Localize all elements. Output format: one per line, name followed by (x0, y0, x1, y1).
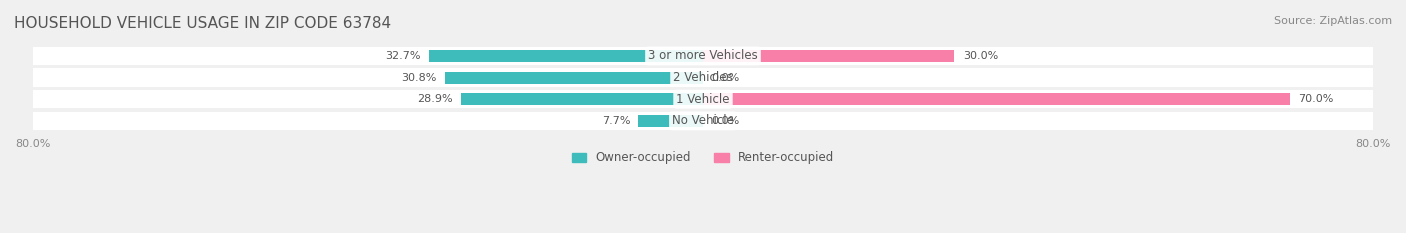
Bar (32, 47, 1374, 65)
Text: Source: ZipAtlas.com: Source: ZipAtlas.com (1274, 16, 1392, 26)
Text: 0.0%: 0.0% (711, 73, 740, 82)
Text: 28.9%: 28.9% (416, 94, 453, 104)
Bar (703, 93, 1289, 105)
Text: No Vehicle: No Vehicle (672, 114, 734, 127)
Text: 30.0%: 30.0% (963, 51, 998, 61)
Text: 30.8%: 30.8% (401, 73, 436, 82)
Text: 3 or more Vehicles: 3 or more Vehicles (648, 49, 758, 62)
Bar (32, 112, 1374, 130)
Text: 32.7%: 32.7% (385, 51, 420, 61)
Bar (461, 93, 703, 105)
Legend: Owner-occupied, Renter-occupied: Owner-occupied, Renter-occupied (567, 146, 839, 169)
Bar (429, 50, 703, 62)
Bar (32, 90, 1374, 108)
Text: HOUSEHOLD VEHICLE USAGE IN ZIP CODE 63784: HOUSEHOLD VEHICLE USAGE IN ZIP CODE 6378… (14, 16, 391, 31)
Bar (32, 69, 1374, 87)
Bar (638, 115, 703, 127)
Text: 7.7%: 7.7% (602, 116, 630, 126)
Text: 0.0%: 0.0% (711, 116, 740, 126)
Text: 70.0%: 70.0% (1298, 94, 1333, 104)
Bar (444, 72, 703, 84)
Text: 1 Vehicle: 1 Vehicle (676, 93, 730, 106)
Bar (703, 50, 955, 62)
Text: 2 Vehicles: 2 Vehicles (673, 71, 733, 84)
